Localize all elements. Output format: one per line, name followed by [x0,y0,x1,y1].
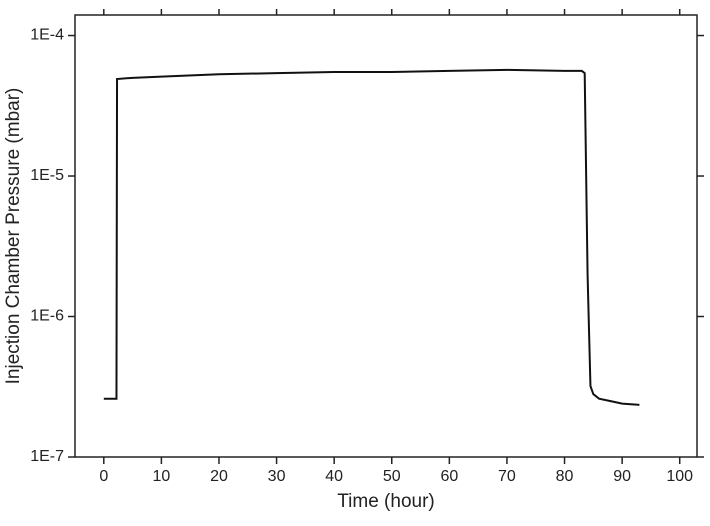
y-axis-title: Injection Chamber Pressure (mbar) [3,88,24,385]
plot-frame [74,14,698,458]
y-tick-label: 1E-7 [30,448,64,465]
x-tick-label: 0 [99,468,108,485]
data-line [103,68,640,406]
x-tick-label: 50 [383,468,401,485]
x-tick-label: 40 [325,468,343,485]
x-tick-label: 60 [440,468,458,485]
y-tick-label: 1E-5 [30,167,64,184]
y-tick-label: 1E-4 [30,27,64,44]
x-axis-title: Time (hour) [337,491,434,512]
y-tick-label: 1E-6 [30,308,64,325]
x-tick-label: 90 [613,468,631,485]
x-tick-label: 100 [666,468,693,485]
x-tick-label: 10 [152,468,170,485]
x-tick-label: 30 [268,468,286,485]
x-tick-label: 20 [210,468,228,485]
x-tick-label: 70 [498,468,516,485]
x-tick-label: 80 [556,468,574,485]
